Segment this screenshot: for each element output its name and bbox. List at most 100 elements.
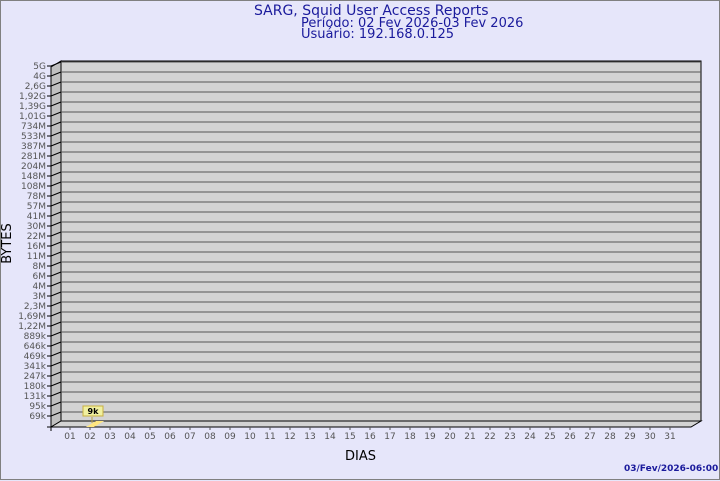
y-tick-label: 387M <box>21 142 46 152</box>
x-axis-label: DIAS <box>345 449 376 464</box>
y-tick-label: 30M <box>27 222 46 232</box>
y-tick-depth <box>50 271 62 277</box>
bar-02 <box>86 421 104 427</box>
back-wall <box>60 60 702 422</box>
y-tick-depth <box>50 361 62 367</box>
x-tick-label: 28 <box>604 432 616 442</box>
y-tick-label: 889k <box>24 332 47 342</box>
y-tick-label: 533M <box>21 132 46 142</box>
y-tick-depth <box>50 291 62 297</box>
x-tick-label: 06 <box>164 432 176 442</box>
x-tick-label: 07 <box>184 432 195 442</box>
y-tick-label: 148M <box>21 172 46 182</box>
y-tick-label: 95k <box>29 402 46 412</box>
y-tick-label: 4M <box>33 282 47 292</box>
chart-title: SARG, Squid User Access Reports <box>254 3 489 19</box>
y-tick-depth <box>50 111 62 117</box>
x-tick-label: 12 <box>284 432 295 442</box>
y-tick-depth <box>50 241 62 247</box>
y-tick-depth <box>50 171 62 177</box>
x-tick-label: 25 <box>544 432 555 442</box>
x-tick-label: 24 <box>524 432 536 442</box>
x-tick-label: 08 <box>204 432 216 442</box>
chart-user: Usuário: 192.168.0.125 <box>301 27 455 42</box>
y-tick-label: 469k <box>24 352 47 362</box>
y-tick-label: 646k <box>24 342 47 352</box>
y-tick-depth <box>50 181 62 187</box>
y-tick-depth <box>50 231 62 237</box>
y-tick-depth <box>50 351 62 357</box>
x-tick-label: 31 <box>664 432 675 442</box>
y-tick-depth <box>50 251 62 257</box>
x-tick-label: 05 <box>144 432 155 442</box>
y-tick-label: 204M <box>21 162 46 172</box>
y-tick-depth <box>50 151 62 157</box>
x-tick-label: 27 <box>584 432 595 442</box>
bar-data-label: 9k <box>88 407 100 416</box>
y-tick-depth <box>50 191 62 197</box>
y-tick-depth <box>50 101 62 107</box>
x-tick-label: 10 <box>244 432 256 442</box>
y-tick-label: 5G <box>33 62 46 72</box>
x-tick-label: 09 <box>224 432 236 442</box>
y-tick-depth <box>50 281 62 287</box>
y-tick-label: 734M <box>21 122 46 132</box>
x-tick-label: 22 <box>484 432 495 442</box>
x-tick-label: 01 <box>64 432 75 442</box>
y-tick-label: 1,69M <box>18 312 46 322</box>
y-tick-depth <box>50 381 62 387</box>
y-tick-label: 22M <box>27 232 46 242</box>
x-tick-label: 04 <box>124 432 136 442</box>
y-tick-depth <box>50 391 62 397</box>
x-tick-label: 18 <box>404 432 416 442</box>
y-tick-label: 6M <box>33 272 47 282</box>
y-tick-depth <box>50 91 62 97</box>
x-tick-label: 23 <box>504 432 515 442</box>
y-tick-label: 281M <box>21 152 46 162</box>
y-tick-label: 1,39G <box>19 102 46 112</box>
y-tick-label: 16M <box>27 242 46 252</box>
y-tick-depth <box>50 411 62 417</box>
y-tick-depth <box>50 341 62 347</box>
y-tick-label: 69k <box>29 412 46 422</box>
x-tick-label: 17 <box>384 432 395 442</box>
y-tick-label: 78M <box>27 192 46 202</box>
x-tick-label: 15 <box>344 432 355 442</box>
y-tick-depth <box>50 81 62 87</box>
y-tick-label: 247k <box>24 372 47 382</box>
x-tick-label: 11 <box>264 432 275 442</box>
y-tick-label: 8M <box>33 262 47 272</box>
y-tick-depth <box>50 371 62 377</box>
y-tick-depth <box>50 261 62 267</box>
x-tick-label: 02 <box>84 432 95 442</box>
y-tick-label: 1,92G <box>19 92 46 102</box>
y-tick-label: 180k <box>24 382 47 392</box>
y-tick-depth <box>50 71 62 77</box>
x-tick-label: 29 <box>624 432 636 442</box>
x-tick-label: 16 <box>364 432 376 442</box>
y-tick-depth <box>50 141 62 147</box>
y-tick-depth <box>50 121 62 127</box>
footer-timestamp: 03/Fev/2026-06:00 <box>624 464 719 474</box>
y-tick-label: 108M <box>21 182 46 192</box>
x-tick-label: 13 <box>304 432 315 442</box>
y-tick-label: 1,22M <box>18 322 46 332</box>
y-tick-label: 2,3M <box>24 302 46 312</box>
y-tick-label: 57M <box>27 202 46 212</box>
y-tick-depth <box>50 221 62 227</box>
bar-label-box <box>82 405 104 417</box>
y-tick-depth <box>50 401 62 407</box>
x-tick-label: 14 <box>324 432 336 442</box>
y-tick-label: 131k <box>24 392 47 402</box>
x-tick-label: 26 <box>564 432 576 442</box>
y-tick-depth <box>50 211 62 217</box>
y-tick-label: 341k <box>24 362 47 372</box>
y-tick-label: 11M <box>27 252 46 262</box>
y-tick-depth <box>50 201 62 207</box>
chart-period: Período: 02 Fev 2026-03 Fev 2026 <box>301 16 524 31</box>
y-tick-label: 2,6G <box>25 82 46 92</box>
y-tick-depth <box>50 301 62 307</box>
x-tick-label: 20 <box>444 432 456 442</box>
x-tick-label: 21 <box>464 432 475 442</box>
